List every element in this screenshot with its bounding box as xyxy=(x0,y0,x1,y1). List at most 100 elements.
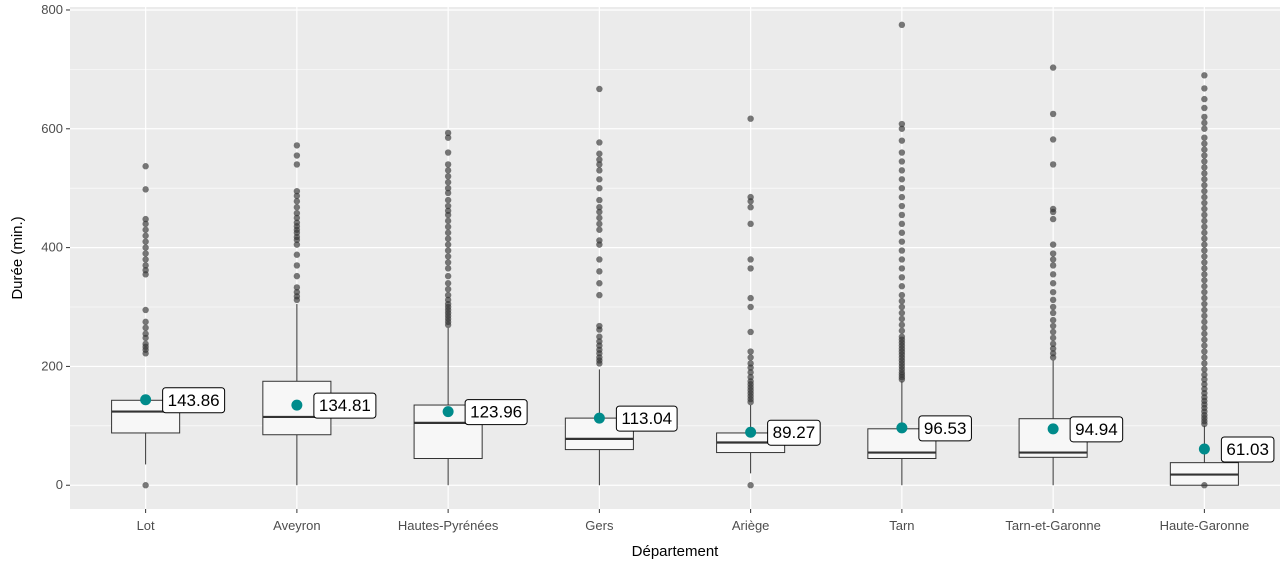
outlier-point xyxy=(1049,110,1057,118)
outlier-point xyxy=(1201,95,1208,103)
outlier-point xyxy=(1201,164,1208,171)
outlier-point xyxy=(1201,158,1208,165)
box-group-1: 134.81 xyxy=(262,142,377,486)
outlier-point xyxy=(898,283,906,290)
y-axis-title: Durée (min.) xyxy=(9,216,26,299)
outlier-point xyxy=(1201,354,1208,361)
outlier-point xyxy=(142,256,149,263)
outlier-point xyxy=(898,265,906,272)
outlier-point xyxy=(142,238,149,245)
outlier-point xyxy=(142,340,149,348)
outlier-point xyxy=(1201,146,1208,153)
outlier-point xyxy=(444,235,452,242)
outlier-point xyxy=(444,229,452,236)
outlier-point xyxy=(747,193,754,201)
outlier-point xyxy=(142,244,149,251)
outlier-point xyxy=(1049,316,1057,324)
box-group-0: 143.86 xyxy=(111,163,226,489)
outlier-point xyxy=(1201,235,1208,242)
outlier-point xyxy=(444,134,452,141)
outlier-point xyxy=(1049,262,1057,269)
outlier-point xyxy=(444,217,452,225)
outlier-point xyxy=(596,226,603,233)
outlier-point xyxy=(1201,253,1208,260)
outlier-point xyxy=(1201,199,1208,207)
outlier-point xyxy=(747,220,754,228)
outlier-point xyxy=(444,196,452,204)
outlier-point xyxy=(1049,288,1057,296)
mean-point xyxy=(442,406,454,418)
y-tick-label: 800 xyxy=(41,2,63,17)
mean-label-box xyxy=(615,405,678,432)
outlier-point xyxy=(293,241,301,248)
mean-point xyxy=(1198,443,1210,455)
outlier-point xyxy=(293,284,301,291)
outlier-point xyxy=(1201,176,1208,183)
outlier-point xyxy=(444,259,452,266)
mean-point xyxy=(896,422,908,434)
outlier-point xyxy=(596,196,603,204)
outlier-point xyxy=(747,482,754,489)
mean-point xyxy=(1047,423,1059,435)
outlier-point xyxy=(293,192,301,200)
outlier-point xyxy=(444,129,452,137)
outlier-point xyxy=(747,354,754,361)
outlier-point xyxy=(1049,296,1057,304)
outlier-point xyxy=(1201,371,1208,378)
outlier-point xyxy=(898,327,906,334)
y-tick-label: 600 xyxy=(41,121,63,136)
outlier-point xyxy=(1201,385,1208,393)
outlier-point xyxy=(444,280,452,287)
outlier-point xyxy=(898,309,906,317)
outlier-point xyxy=(293,272,301,280)
outlier-point xyxy=(1201,241,1208,248)
outlier-point xyxy=(142,226,149,233)
mean-label: 113.04 xyxy=(621,409,672,428)
outlier-point xyxy=(596,322,603,330)
mean-label-box xyxy=(464,399,528,426)
outlier-point xyxy=(444,184,452,192)
outlier-point xyxy=(444,285,452,293)
outlier-point xyxy=(444,173,452,180)
outlier-point xyxy=(1049,64,1057,71)
outlier-point xyxy=(293,214,301,222)
outlier-point xyxy=(1201,381,1208,388)
y-tick-label: 400 xyxy=(41,240,63,255)
box-group-4: 89.27 xyxy=(716,115,821,489)
outlier-point xyxy=(142,306,149,314)
outlier-point xyxy=(1049,322,1057,330)
outlier-point xyxy=(1049,328,1057,336)
y-tick-label: 0 xyxy=(56,477,63,492)
outlier-point xyxy=(898,229,906,236)
outlier-point xyxy=(596,204,603,211)
outlier-point xyxy=(142,266,149,274)
outlier-point xyxy=(1201,318,1208,326)
outlier-point xyxy=(293,209,301,217)
outlier-point xyxy=(1201,217,1208,225)
x-tick-label: Ariège xyxy=(732,518,770,533)
outlier-point xyxy=(596,268,603,275)
outlier-point xyxy=(1201,294,1208,302)
outlier-point xyxy=(1201,366,1208,373)
outlier-point xyxy=(1201,140,1208,147)
x-tick-label: Haute-Garonne xyxy=(1160,518,1250,533)
outlier-point xyxy=(293,288,301,296)
outlier-point xyxy=(444,241,452,248)
outlier-point xyxy=(596,161,603,168)
mean-label-box xyxy=(1220,436,1275,463)
outlier-point xyxy=(596,291,603,299)
outlier-point xyxy=(1201,324,1208,332)
outlier-point xyxy=(1049,205,1057,213)
outlier-point xyxy=(142,250,149,257)
mean-label-box xyxy=(918,415,972,442)
outlier-point xyxy=(747,303,754,311)
x-tick-label: Tarn-et-Garonne xyxy=(1005,518,1100,533)
outlier-point xyxy=(898,274,906,281)
outlier-point xyxy=(898,291,906,299)
outlier-point xyxy=(293,142,301,149)
mean-label: 143.86 xyxy=(168,391,220,410)
outlier-point xyxy=(1201,72,1208,79)
outlier-point xyxy=(1049,241,1057,248)
outlier-point xyxy=(142,163,149,170)
outlier-point xyxy=(444,272,452,280)
